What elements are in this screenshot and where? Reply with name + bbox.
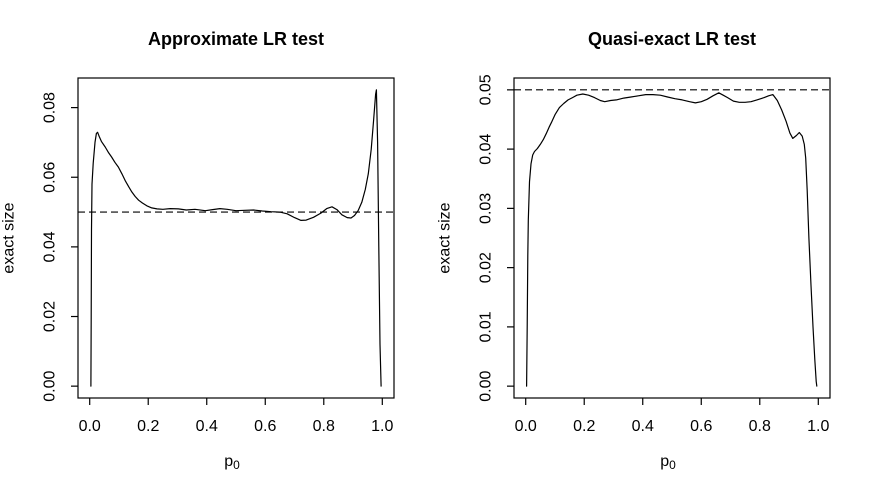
y-tick-label: 0.03 (478, 193, 495, 224)
y-tick-label: 0.05 (478, 74, 495, 105)
y-tick-label: 0.02 (42, 301, 59, 332)
y-tick-label: 0.04 (42, 231, 59, 262)
y-tick-label: 0.04 (478, 133, 495, 164)
y-tick-label: 0.01 (478, 311, 495, 342)
x-tick-label: 0.2 (137, 418, 159, 435)
x-tick-label: 0.2 (573, 418, 595, 435)
chart-title: Approximate LR test (148, 29, 324, 49)
x-axis-label: p0 (660, 453, 676, 472)
plot-box (77, 77, 395, 399)
y-axis-label: exact size (1, 202, 18, 273)
y-tick-label: 0.08 (42, 92, 59, 123)
y-tick-label: 0.02 (478, 252, 495, 283)
x-tick-label: 0.6 (690, 418, 712, 435)
y-tick-label: 0.00 (42, 370, 59, 401)
panel-approximate-lr-test: Approximate LR test exact size p0 0.0 0.2… (1, 29, 395, 472)
plot-area: 0.0 0.2 0.4 0.6 0.8 1.0 0.00 0.02 0.04 0.06 0.08 (42, 77, 395, 435)
chart-title: Quasi-exact LR test (588, 29, 756, 49)
chart-quasi-exact-lr-test: Quasi-exact LR test exact size p0 0.0 0.2… (437, 29, 831, 472)
x-tick-label: 0.8 (749, 418, 771, 435)
x-tick-label: 0.0 (515, 418, 537, 435)
x-tick-label: 1.0 (807, 418, 829, 435)
x-tick-label: 0.0 (79, 418, 101, 435)
plot-area: 0.0 0.2 0.4 0.6 0.8 1.0 0.00 0.01 0.02 0.03 0.04 0.… (478, 74, 831, 435)
plot-box (513, 77, 831, 399)
y-tick-label: 0.00 (478, 370, 495, 401)
chart-approximate-lr-test: Approximate LR test exact size p0 0.0 0.2… (1, 29, 395, 472)
x-axis-label: p0 (224, 453, 240, 472)
panel-quasi-exact-lr-test: Quasi-exact LR test exact size p0 0.0 0.2… (436, 0, 872, 496)
x-tick-label: 0.6 (254, 418, 276, 435)
y-tick-label: 0.06 (42, 162, 59, 193)
exact-size-curve (90, 89, 382, 387)
x-tick-label: 0.4 (196, 418, 218, 435)
x-tick-label: 1.0 (371, 418, 393, 435)
y-axis-label: exact size (437, 202, 454, 273)
exact-size-curve (526, 92, 818, 387)
x-tick-label: 0.8 (313, 418, 335, 435)
x-tick-label: 0.4 (632, 418, 654, 435)
